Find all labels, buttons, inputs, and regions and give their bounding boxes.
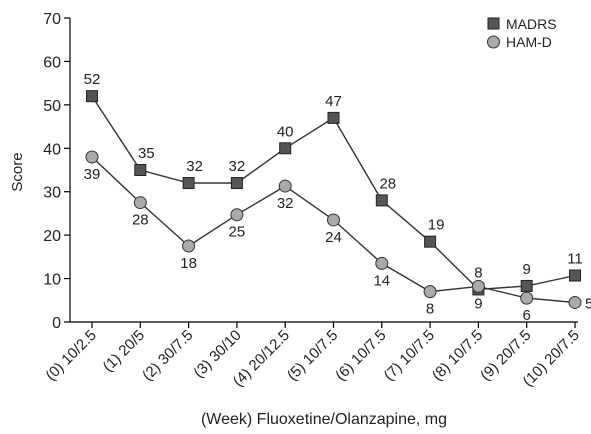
data-point-ham-d: [278, 179, 292, 193]
series-lines: [91, 95, 576, 304]
y-tick-label: 0: [52, 315, 61, 332]
x-tick-label: (2) 30/7.5: [139, 327, 196, 384]
x-tick-label: (1) 20/5: [100, 327, 149, 376]
data-point-madrs: [520, 279, 533, 292]
y-tick-label: 60: [43, 54, 61, 71]
data-point-madrs: [424, 235, 437, 248]
data-label-madrs: 11: [567, 251, 583, 268]
data-point-ham-d: [471, 279, 485, 293]
data-label-madrs: 52: [84, 71, 101, 88]
data-label-madrs: 32: [229, 158, 246, 175]
data-point-ham-d: [327, 213, 340, 227]
data-point-ham-d: [133, 196, 147, 210]
y-tick-label: 20: [43, 228, 61, 245]
data-point-madrs: [230, 177, 243, 190]
x-tick-label: (6) 10/7.5: [332, 327, 389, 384]
data-label-ham-d: 25: [229, 224, 246, 241]
data-point-ham-d: [375, 256, 389, 270]
series-markers: [85, 90, 582, 309]
y-tick-label: 70: [43, 11, 61, 28]
legend-marker-madrs: [487, 17, 500, 30]
data-point-ham-d: [568, 295, 582, 309]
data-point-madrs: [327, 111, 340, 124]
y-tick-label: 10: [43, 272, 61, 289]
axes: 0 10 20 30 40 50 60 70 (0) 10/2.5 (1) 20/5(2) 30/…: [42, 11, 582, 390]
data-label-ham-d: 8: [426, 301, 434, 318]
data-point-ham-d: [182, 239, 196, 253]
data-label-ham-d: 9: [474, 295, 482, 312]
data-label-madrs: 35: [138, 145, 155, 162]
data-label-madrs: 28: [379, 175, 396, 192]
data-label-ham-d: 28: [132, 212, 149, 229]
data-label-ham-d: 14: [373, 272, 390, 289]
data-labels: 52 35 32 32 40 47 28 19 8 9 11 39 28 18 25 32 24 14 8 9 6 5: [84, 71, 591, 324]
legend-label-ham-d: HAM-D: [506, 34, 552, 50]
data-label-ham-d: 18: [180, 255, 197, 272]
data-label-ham-d: 32: [277, 195, 294, 212]
data-point-madrs: [134, 164, 147, 176]
data-label-madrs: 8: [474, 264, 482, 281]
data-point-madrs: [569, 269, 581, 282]
data-label-madrs: 47: [325, 93, 342, 110]
data-point-ham-d: [230, 208, 244, 222]
legend: MADRS HAM-D: [487, 16, 557, 50]
data-label-ham-d: 6: [523, 307, 531, 324]
data-label-madrs: 32: [186, 158, 203, 175]
data-point-madrs: [375, 194, 388, 207]
data-point-madrs: [86, 90, 98, 103]
x-tick-label: (7) 10/7.5: [380, 327, 437, 384]
data-label-madrs: 19: [428, 217, 445, 234]
x-tick-label: (5) 10/7.5: [284, 327, 341, 384]
x-tick-label: (8) 10/7.5: [429, 327, 486, 384]
data-label-madrs: 9: [523, 261, 531, 278]
data-point-ham-d: [520, 291, 534, 305]
legend-label-madrs: MADRS: [506, 16, 557, 32]
y-tick-label: 30: [43, 185, 61, 202]
data-point-madrs: [182, 177, 195, 190]
data-label-ham-d: 24: [325, 229, 342, 246]
y-tick-label: 50: [43, 98, 61, 115]
data-point-madrs: [279, 142, 292, 155]
data-label-madrs: 40: [277, 123, 294, 140]
x-axis-title: (Week) Fluoxetine/Olanzapine, mg: [201, 411, 447, 428]
data-label-ham-d: 39: [84, 166, 101, 183]
legend-marker-ham-d: [487, 35, 500, 49]
series-line-madrs: [91, 95, 576, 291]
data-point-ham-d: [85, 150, 99, 164]
x-tick-label: (0) 10/2.5: [42, 327, 99, 384]
data-label-ham-d: 5: [585, 295, 591, 312]
y-tick-label: 40: [43, 141, 61, 158]
data-point-ham-d: [423, 285, 437, 299]
y-axis-title: Score: [9, 152, 26, 191]
